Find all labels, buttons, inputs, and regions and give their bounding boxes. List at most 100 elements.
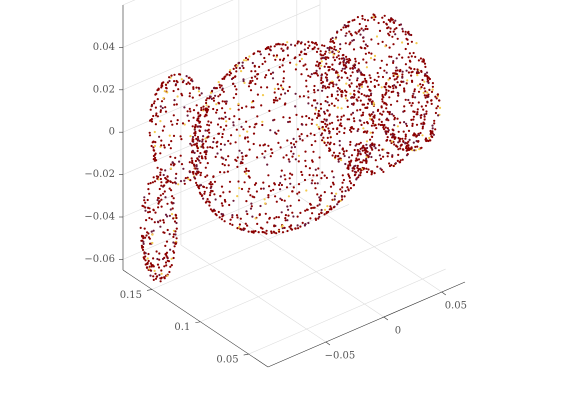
data-point: [349, 164, 351, 166]
data-point: [338, 200, 340, 202]
data-point: [200, 184, 202, 186]
data-point: [270, 190, 272, 192]
data-point: [174, 243, 176, 245]
data-point: [284, 178, 286, 180]
data-point: [221, 85, 223, 87]
data-point: [153, 150, 155, 152]
data-point: [327, 47, 329, 49]
data-point: [284, 217, 286, 219]
data-point: [163, 125, 165, 127]
data-point: [402, 71, 404, 73]
data-point: [346, 150, 348, 152]
data-point: [209, 146, 211, 148]
data-point: [343, 132, 345, 134]
data-point: [224, 144, 226, 146]
data-point: [229, 223, 231, 225]
data-point: [401, 138, 403, 140]
data-point: [314, 46, 316, 48]
data-point: [289, 117, 291, 119]
data-point: [335, 49, 337, 51]
data-point: [368, 52, 370, 54]
data-point: [372, 111, 374, 113]
data-point: [192, 136, 194, 138]
data-point: [426, 95, 428, 97]
data-point: [431, 103, 433, 105]
data-point: [321, 212, 323, 214]
data-point: [348, 175, 350, 177]
data-point: [337, 119, 339, 121]
data-point: [273, 217, 275, 219]
data-point: [176, 123, 178, 125]
data-point: [193, 176, 195, 178]
data-point: [295, 64, 297, 66]
data-point: [417, 85, 419, 87]
data-point: [294, 56, 296, 58]
data-point: [167, 81, 169, 83]
data-point: [219, 216, 221, 218]
data-point: [151, 234, 153, 236]
data-point: [206, 136, 208, 138]
data-point: [365, 144, 367, 146]
data-point: [306, 68, 308, 70]
data-point: [240, 218, 242, 220]
data-point: [332, 40, 334, 42]
data-point: [240, 229, 242, 231]
data-point: [348, 189, 350, 191]
data-point: [382, 41, 384, 43]
data-point: [255, 217, 257, 219]
data-point: [168, 80, 170, 82]
data-point: [197, 118, 199, 120]
data-point: [331, 51, 333, 53]
data-point: [340, 29, 342, 31]
data-point: [280, 84, 282, 86]
data-point: [160, 84, 162, 86]
data-point: [406, 70, 408, 72]
data-point: [416, 146, 418, 148]
data-point: [388, 90, 390, 92]
data-point: [155, 93, 157, 95]
data-point: [225, 116, 227, 118]
data-point: [330, 38, 332, 40]
data-point: [232, 83, 234, 85]
data-point: [309, 174, 311, 176]
data-point: [176, 103, 178, 105]
data-point: [153, 102, 155, 104]
data-point: [221, 186, 223, 188]
data-point: [233, 115, 235, 117]
data-point: [354, 31, 356, 33]
data-point: [288, 226, 290, 228]
data-point: [383, 21, 385, 23]
data-point: [208, 106, 210, 108]
data-point: [212, 108, 214, 110]
data-point: [143, 251, 145, 253]
data-point: [377, 43, 379, 45]
data-point: [431, 91, 433, 93]
data-point: [200, 126, 202, 128]
data-point: [341, 58, 343, 60]
data-point: [253, 126, 255, 128]
data-point: [347, 166, 349, 168]
data-point: [424, 118, 426, 120]
data-point: [387, 155, 389, 157]
data-point: [346, 77, 348, 79]
data-point: [166, 203, 168, 205]
data-point: [221, 136, 223, 138]
data-point: [197, 138, 199, 140]
data-point: [394, 78, 396, 80]
data-point: [366, 132, 368, 134]
data-point: [264, 198, 266, 200]
data-point: [331, 192, 333, 194]
data-point: [304, 224, 306, 226]
data-point: [389, 165, 391, 167]
data-point: [320, 57, 322, 59]
data-point: [365, 168, 367, 170]
data-point: [192, 97, 194, 99]
data-point: [405, 99, 407, 101]
data-point: [399, 140, 401, 142]
data-point: [239, 223, 241, 225]
data-point: [149, 266, 151, 268]
data-point: [221, 89, 223, 91]
data-point: [198, 125, 200, 127]
data-point: [282, 43, 284, 45]
data-point: [405, 33, 407, 35]
